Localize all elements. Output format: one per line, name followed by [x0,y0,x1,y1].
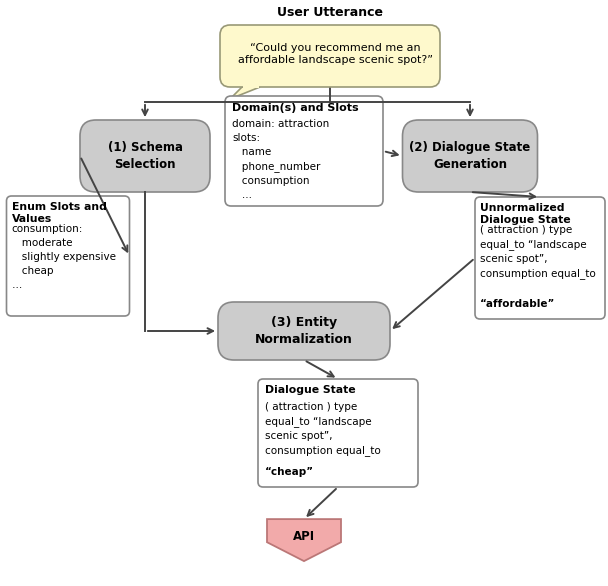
Text: Enum Slots and
Values: Enum Slots and Values [12,202,106,224]
FancyBboxPatch shape [80,120,210,192]
Text: (1) Schema
Selection: (1) Schema Selection [108,141,182,171]
Text: (2) Dialogue State
Generation: (2) Dialogue State Generation [409,141,531,171]
FancyBboxPatch shape [7,196,130,316]
Polygon shape [230,87,260,99]
FancyBboxPatch shape [220,25,440,87]
Text: (3) Entity
Normalization: (3) Entity Normalization [255,316,353,346]
Text: Unnormalized
Dialogue State: Unnormalized Dialogue State [480,203,571,226]
Text: Domain(s) and Slots: Domain(s) and Slots [232,103,359,113]
Text: “Could you recommend me an
affordable landscape scenic spot?”: “Could you recommend me an affordable la… [238,43,432,66]
Text: “cheap”: “cheap” [265,467,314,477]
Text: API: API [293,530,315,543]
FancyBboxPatch shape [258,379,418,487]
Text: Dialogue State: Dialogue State [265,385,356,395]
Text: domain: attraction
slots:
   name
   phone_number
   consumption
   …: domain: attraction slots: name phone_num… [232,119,330,200]
FancyBboxPatch shape [402,120,537,192]
FancyBboxPatch shape [475,197,605,319]
Text: ( attraction ) type
equal_to “landscape
scenic spot”,
consumption equal_to: ( attraction ) type equal_to “landscape … [265,402,381,456]
Text: consumption:
   moderate
   slightly expensive
   cheap
…: consumption: moderate slightly expensive… [12,224,116,290]
Text: “affordable”: “affordable” [480,299,555,309]
Polygon shape [267,519,341,561]
Bar [243,85,259,88]
FancyBboxPatch shape [218,302,390,360]
FancyBboxPatch shape [225,96,383,206]
Text: ( attraction ) type
equal_to “landscape
scenic spot”,
consumption equal_to: ( attraction ) type equal_to “landscape … [480,225,596,279]
Text: User Utterance: User Utterance [277,6,383,19]
